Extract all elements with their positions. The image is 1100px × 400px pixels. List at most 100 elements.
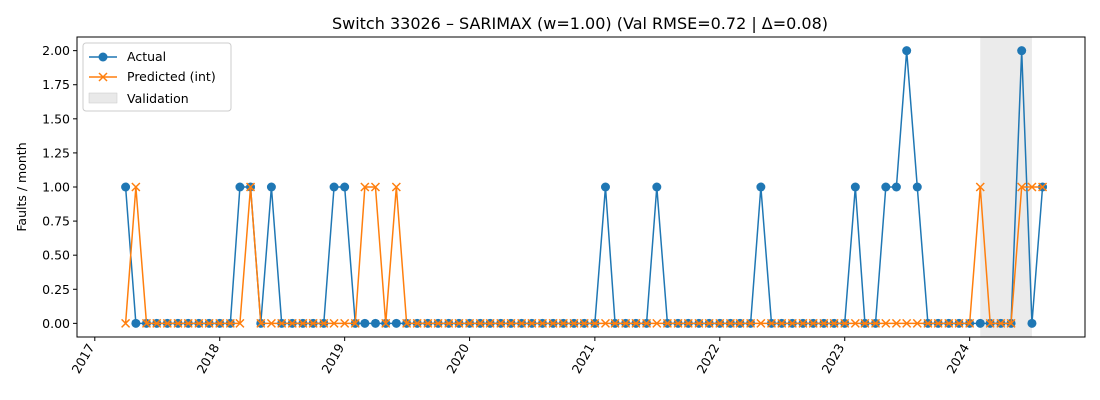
series-actual-point-51 [652,182,662,192]
legend-actual-marker [98,52,108,62]
series-predicted-point-64 [787,318,797,328]
legend: Actual Predicted (int) Validation [82,42,232,112]
series-predicted-point-15 [277,318,287,328]
series-predicted-point-73 [881,318,891,328]
series-predicted-point-38 [517,318,527,328]
series-predicted-point-18 [308,318,318,328]
series-actual-point-70 [850,182,860,192]
series-predicted-point-7 [194,318,204,328]
series-predicted-point-52 [662,318,672,328]
series-predicted-point-11 [235,318,245,328]
series-predicted-point-33 [465,318,475,328]
series-predicted-point-79 [944,318,954,328]
series-predicted-point-9 [215,318,225,328]
series-predicted-point-83 [985,318,995,328]
x-tick-label-5: 2022 [693,341,722,376]
series-predicted-point-88 [1038,182,1048,192]
series-predicted-point-36 [496,318,506,328]
series-actual-point-11 [235,182,245,192]
series-predicted-point-26 [391,182,401,192]
series-predicted-point-63 [777,318,787,328]
series-predicted-point-84 [996,318,1006,328]
series-predicted-point-24 [370,182,380,192]
series-predicted-point-44 [579,318,589,328]
x-tick-label-4: 2021 [569,341,598,376]
series-predicted-point-55 [694,318,704,328]
y-tick-label-5: 1.25 [42,145,70,160]
x-tick-label-7: 2024 [943,341,972,376]
series-predicted-point-61 [756,318,766,328]
series-predicted-point-16 [287,318,297,328]
series-predicted-point-13 [256,318,266,328]
series-predicted-point-76 [912,318,922,328]
series-predicted-point-57 [715,318,725,328]
series-predicted-point-47 [610,318,620,328]
series-predicted-point-34 [475,318,485,328]
series-predicted-point-45 [590,318,600,328]
legend-validation-label: Validation [127,91,189,106]
legend-actual-label: Actual [127,49,166,64]
series-predicted-point-66 [808,318,818,328]
series-predicted-line [124,186,1043,325]
legend-validation-swatch [88,92,118,104]
series-predicted-point-5 [173,318,183,328]
series-predicted-point-86 [1017,182,1027,192]
series-predicted-point-3 [152,318,162,328]
series-predicted-point-27 [402,318,412,328]
legend-predicted-label: Predicted (int) [127,69,216,84]
series-predicted-point-42 [558,318,568,328]
x-tick-label-2: 2019 [318,341,347,376]
series-predicted-point-70 [850,318,860,328]
x-tick-label-3: 2020 [443,341,472,376]
series-predicted-point-54 [683,318,693,328]
series-predicted-point-74 [891,318,901,328]
series-predicted-point-19 [319,318,329,328]
series-predicted-point-20 [329,318,339,328]
series-predicted-point-28 [412,318,422,328]
series-predicted-point-77 [923,318,933,328]
series-predicted-point-67 [819,318,829,328]
series-predicted-point-85 [1006,318,1016,328]
x-tick-label-0: 2017 [68,341,97,376]
series-predicted-point-49 [631,318,641,328]
series-actual-point-23 [360,318,370,328]
series-actual-point-24 [370,318,380,328]
series-predicted-point-82 [975,182,985,192]
series-predicted-point-68 [829,318,839,328]
y-axis-label: Faults / month [14,142,29,231]
series-predicted-point-30 [433,318,443,328]
series-actual-point-20 [329,182,339,192]
series-predicted-point-4 [162,318,172,328]
series-predicted-point-21 [340,318,350,328]
series-actual-point-61 [756,182,766,192]
series-predicted-point-1 [131,182,141,192]
y-tick-label-2: 0.50 [42,248,70,263]
y-tick-label-7: 1.75 [42,77,70,92]
series-predicted-point-59 [735,318,745,328]
y-tick-label-3: 0.75 [42,214,70,229]
series-predicted-point-8 [204,318,214,328]
series-predicted-point-75 [902,318,912,328]
series-predicted-point-23 [360,182,370,192]
series-predicted-point-37 [506,318,516,328]
chart-title: Switch 33026 – SARIMAX (w=1.00) (Val RMS… [332,14,828,33]
series-predicted-point-48 [621,318,631,328]
series-actual-line [124,49,1044,325]
series-predicted-point-65 [798,318,808,328]
series-predicted-point-17 [298,318,308,328]
series-predicted-point-80 [954,318,964,328]
x-tick-label-1: 2018 [193,341,222,376]
series-actual-point-73 [881,182,891,192]
series-predicted-point-0 [121,318,131,328]
series-predicted-point-62 [766,318,777,328]
series-predicted-point-25 [381,318,391,328]
series-predicted-point-32 [454,318,464,328]
series-predicted-point-39 [527,318,537,328]
series-predicted-point-35 [485,318,495,328]
y-tick-label-4: 1.00 [42,180,70,195]
series-predicted-point-78 [933,318,943,328]
series-predicted-point-12 [246,182,256,192]
x-tick-label-6: 2023 [818,341,847,376]
series-predicted-point-60 [746,318,756,328]
legend-predicted-marker [98,72,108,82]
